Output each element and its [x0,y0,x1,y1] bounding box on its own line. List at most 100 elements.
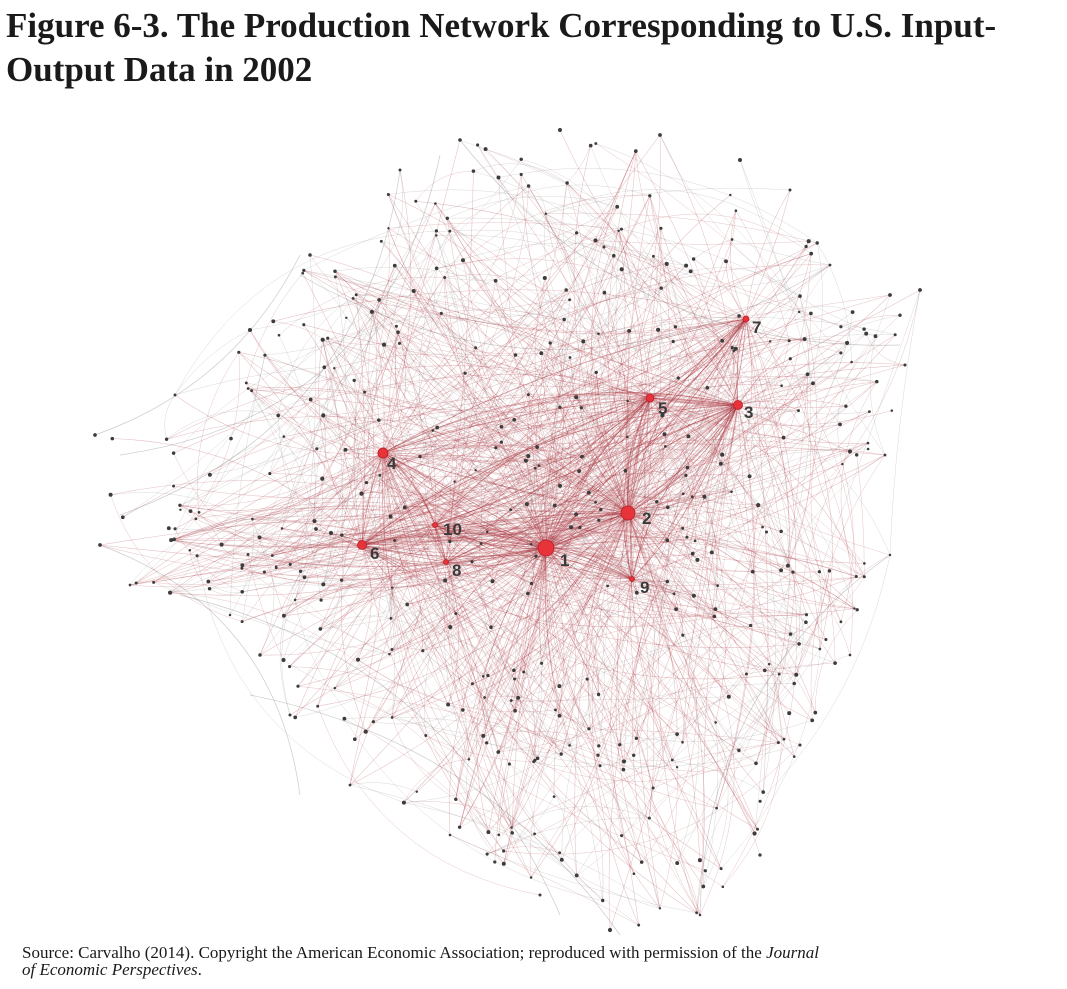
network-node [798,743,802,747]
network-edge [588,405,737,493]
hub-node-2 [620,505,636,521]
network-edge [334,540,396,689]
network-edge [407,547,547,605]
network-edge [174,318,747,541]
network-edge [382,318,747,454]
network-edge [588,625,751,730]
network-edge [259,561,447,656]
network-nodes [93,128,922,933]
network-node [197,511,201,514]
network-edge [738,648,821,751]
network-edge [425,735,706,872]
network-node [302,575,307,580]
network-node [501,861,506,866]
network-edge [373,512,629,722]
network-edge [539,547,547,664]
network-edge [349,318,747,786]
network-edge [272,555,560,687]
network-edge [449,834,639,926]
network-edge [247,388,555,507]
network-edge [667,493,684,508]
network-edge [511,742,779,828]
network-edge [716,674,780,809]
network-edge [389,404,739,655]
network-edge [544,277,564,549]
network-edge [752,571,807,623]
network-edge [673,593,684,636]
network-edge [530,397,651,545]
network-edge [434,295,801,526]
network-edge [434,468,536,526]
network-edge [449,539,547,549]
network-node [761,790,766,794]
network-edge [415,201,476,348]
network-node [529,581,534,586]
network-edge [99,544,301,796]
network-edge [189,550,210,589]
network-node [172,537,176,542]
network-edge [169,391,365,593]
network-edge [367,311,392,619]
source-note: Source: Carvalho (2014). Copyright the A… [22,944,1052,978]
network-edge [174,452,384,540]
network-edge [397,332,476,471]
network-edge [588,496,705,729]
network-edge [514,581,668,680]
network-edge [434,524,516,711]
network-node [414,199,418,203]
network-node [818,647,822,651]
network-edge [627,512,836,664]
network-edge [238,352,363,546]
network-edge [685,265,790,566]
network-node [734,209,738,212]
network-edge [484,514,577,698]
network-node [542,275,547,281]
network-edge [356,169,403,295]
network-edge [739,159,814,384]
network-edge [365,397,651,732]
hub-label-10: 10 [443,520,462,539]
network-edge [455,512,629,614]
network-edge [379,475,590,729]
network-edge [378,341,584,421]
network-edge [434,493,684,538]
network-edge [545,330,630,549]
network-edge [604,292,870,415]
network-edge [675,326,739,406]
network-node [377,298,381,302]
network-node [681,492,685,496]
network-node [434,266,439,271]
network-node [619,267,624,272]
network-edge [382,452,464,711]
network-node [439,311,443,315]
network-edge [382,452,629,514]
network-edge [281,528,301,600]
network-edge [554,502,683,529]
network-edge [738,315,857,577]
network-edge [297,535,344,687]
network-edge [545,213,737,407]
network-edge [272,536,547,556]
network-edge [381,241,547,549]
network-edge [686,404,739,538]
network-node [251,517,254,521]
network-edge [404,400,628,508]
network-edge [530,696,729,878]
network-edge [510,206,618,510]
network-edge [290,492,589,565]
network-edge [840,314,901,327]
network-edge [241,332,399,622]
network-node [240,620,244,624]
network-edge [434,397,651,526]
network-node [507,762,511,766]
network-node [519,172,523,177]
network-edge [475,470,596,506]
network-edge [129,518,253,586]
network-edge [483,730,634,756]
network-node [670,758,674,762]
network-edge [189,452,384,551]
network-edge [545,230,626,549]
network-edge [627,404,739,514]
network-edge [627,512,758,830]
network-edge [174,402,739,530]
